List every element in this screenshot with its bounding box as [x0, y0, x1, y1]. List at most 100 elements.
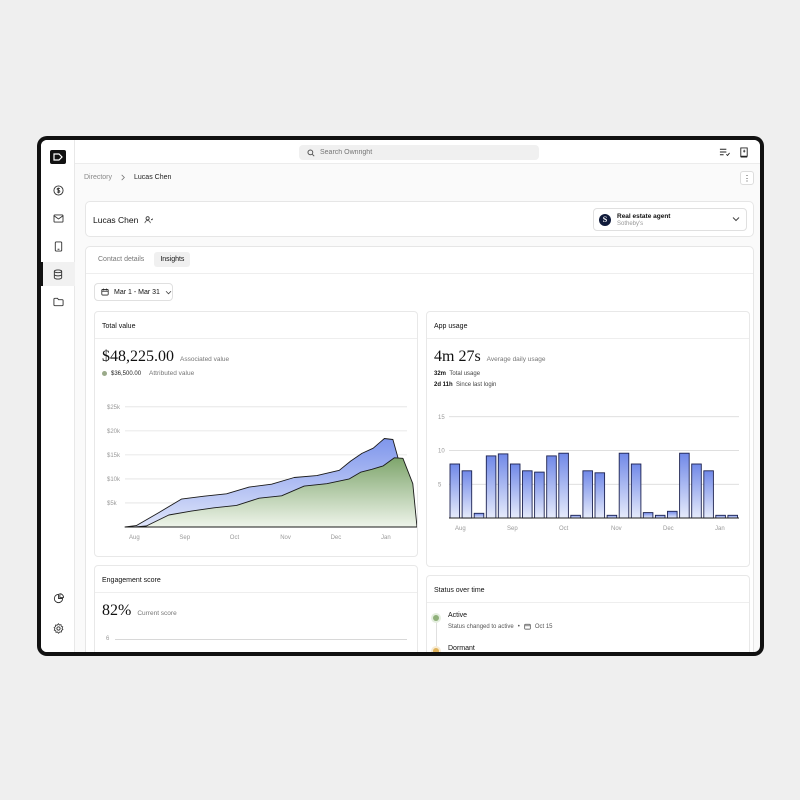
last-login-row: 2d 11h Since last login	[434, 382, 496, 388]
contact-name: Lucas Chen	[93, 215, 139, 225]
app-usage-average: 4m 27s	[434, 348, 481, 365]
top-bar	[75, 140, 760, 164]
total-value-amount-label: Associated value	[180, 356, 230, 363]
sidebar-rail	[41, 140, 75, 652]
tablet-icon[interactable]	[41, 234, 75, 258]
breadcrumb-directory-link[interactable]: Directory	[84, 173, 113, 181]
search-icon	[307, 148, 315, 157]
pie-chart-icon[interactable]	[41, 586, 75, 610]
status-date: Oct 15	[534, 623, 553, 630]
insights-panel: Contact details Insights Mar 1 - Mar 31 …	[85, 246, 754, 652]
total-usage-row: 32m Total usage	[434, 371, 480, 377]
status-item: Active Status changed to active • Oct 15	[433, 612, 553, 630]
tab-insights[interactable]: Insights	[154, 252, 191, 267]
status-label: Dormant	[448, 645, 475, 652]
x-tick-label: Aug	[455, 526, 466, 532]
usage-bar	[449, 463, 461, 519]
role-company: Sotheby's	[617, 220, 644, 227]
x-tick-label: Jan	[715, 526, 725, 532]
engagement-score-card: Engagement score 82% Current score 6	[94, 565, 418, 652]
usage-bar	[703, 470, 714, 519]
date-range-picker[interactable]: Mar 1 - Mar 31	[94, 283, 173, 301]
usage-bar	[679, 452, 690, 519]
database-icon[interactable]	[41, 262, 75, 286]
app-screen: Directory Lucas Chen ⋮ Lucas Chen S Real…	[41, 140, 760, 652]
usage-bar	[461, 470, 473, 519]
more-options-icon[interactable]: ⋮	[740, 171, 754, 185]
book-icon[interactable]	[738, 146, 750, 158]
usage-bar	[630, 463, 642, 519]
total-value-area-chart: $5k $10k $15k $20k $25k Aug Sep Oct Nov Dec Jan	[107, 405, 417, 541]
settings-gear-icon[interactable]	[41, 616, 75, 640]
y-tick-label: 5	[438, 482, 442, 488]
app-usage-bar-chart: 5 10 15 Aug Sep Oct Nov Dec Jan	[438, 415, 739, 532]
usage-bar	[618, 452, 630, 519]
breadcrumb-current: Lucas Chen	[134, 173, 172, 181]
breadcrumb: Directory Lucas Chen	[75, 165, 760, 189]
app-logo-icon[interactable]	[50, 150, 66, 164]
divider	[86, 273, 753, 274]
x-tick-label: Oct	[230, 535, 240, 541]
tab-bar: Contact details Insights	[92, 252, 191, 267]
usage-bar	[667, 510, 678, 519]
person-icon	[144, 216, 154, 224]
tab-contact-details[interactable]: Contact details	[98, 256, 145, 263]
separator-dot: •	[517, 623, 520, 630]
x-tick-label: Nov	[280, 535, 291, 541]
usage-bar	[473, 512, 485, 519]
usage-bar	[546, 455, 557, 519]
x-tick-label: Nov	[611, 526, 622, 532]
company-logo: S	[599, 213, 611, 226]
chevron-right-icon	[121, 174, 125, 180]
total-usage-label: Total usage	[449, 371, 481, 377]
usage-bar	[497, 453, 509, 519]
total-value-card: Total value $48,225.00 Associated value …	[94, 311, 418, 557]
usage-bar	[558, 452, 569, 519]
y-tick-label: 15	[438, 415, 445, 421]
role-select[interactable]: S Real estate agent Sotheby's	[593, 208, 747, 231]
y-tick-label: $25k	[107, 405, 121, 411]
search-box[interactable]	[299, 145, 539, 160]
total-usage-value: 32m	[434, 371, 447, 377]
status-active-dot-icon	[433, 615, 439, 621]
calendar-icon	[101, 288, 109, 296]
last-login-value: 2d 11h	[434, 382, 453, 388]
timeline-line	[436, 618, 437, 652]
status-label: Active	[448, 612, 468, 619]
app-usage-average-label: Average daily usage	[486, 356, 546, 363]
usage-bar	[509, 463, 521, 519]
status-over-time-card: Status over time Active Status changed t…	[426, 575, 750, 652]
usage-bar	[522, 470, 533, 519]
engagement-score-label: Current score	[137, 610, 177, 617]
status-item: Dormant	[433, 645, 475, 652]
usage-bar	[485, 455, 497, 519]
date-range-label: Mar 1 - Mar 31	[114, 288, 160, 296]
y-tick-label: 10	[438, 449, 445, 455]
contact-header: Lucas Chen S Real estate agent Sotheby's	[85, 201, 754, 237]
status-detail: Status changed to active	[448, 623, 514, 630]
usage-bar	[642, 512, 654, 519]
dollar-icon[interactable]	[41, 178, 75, 202]
folder-icon[interactable]	[41, 290, 75, 314]
gridline	[115, 639, 407, 640]
attributed-dot-icon	[102, 371, 107, 376]
usage-bar	[691, 463, 702, 519]
task-list-icon[interactable]	[718, 146, 730, 158]
usage-bar	[582, 470, 593, 519]
engagement-y-tick: 6	[106, 636, 110, 642]
engagement-score-value: 82%	[102, 602, 132, 619]
card-title: Status over time	[427, 576, 749, 603]
x-tick-label: Dec	[663, 526, 674, 532]
device-frame: Directory Lucas Chen ⋮ Lucas Chen S Real…	[37, 136, 764, 656]
y-tick-label: $10k	[107, 477, 121, 483]
total-value-amount: $48,225.00	[102, 348, 174, 365]
x-tick-label: Sep	[179, 535, 190, 541]
attributed-value-area	[134, 457, 417, 528]
last-login-label: Since last login	[456, 382, 497, 388]
card-title: App usage	[427, 312, 749, 339]
search-input[interactable]	[320, 149, 500, 156]
mail-icon[interactable]	[41, 206, 75, 230]
x-tick-label: Sep	[507, 526, 518, 532]
y-tick-label: $20k	[107, 429, 121, 435]
y-tick-label: $5k	[107, 501, 118, 507]
